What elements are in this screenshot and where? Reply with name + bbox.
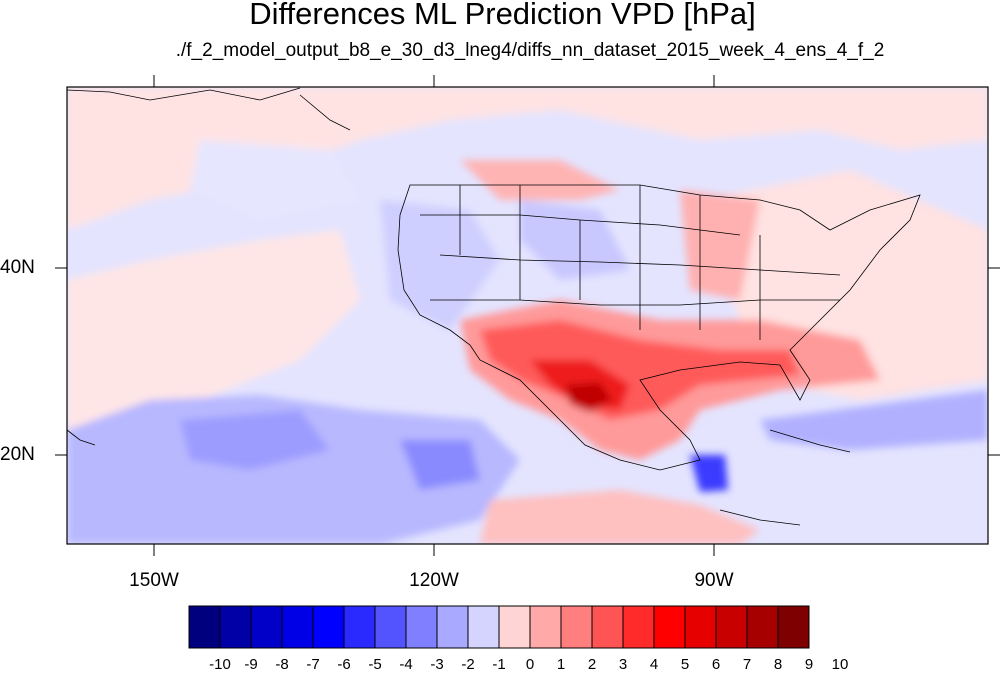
colorbar-tick-label: -7 [306, 656, 320, 673]
colorbar-tick-label: 2 [587, 656, 597, 673]
colorbar-tick-label: -2 [461, 656, 475, 673]
map-ticks [55, 75, 1000, 556]
colorbar-cell [715, 605, 748, 649]
colorbar-cell [467, 605, 500, 649]
colorbar-cell [219, 605, 252, 649]
colorbar-cell [653, 605, 686, 649]
colorbar-tick-label: 10 [831, 656, 849, 673]
colorbar-tick-label: 7 [742, 656, 752, 673]
colorbar-tick-label: -5 [368, 656, 382, 673]
map-frame [66, 86, 989, 545]
colorbar-tick-label: 8 [773, 656, 783, 673]
colorbar-tick-label: 0 [525, 656, 535, 673]
colorbar-tick-label: 1 [556, 656, 566, 673]
lat-label-20n: 20N [0, 444, 35, 465]
colorbar [188, 605, 810, 649]
colorbar-cell [498, 605, 531, 649]
colorbar-tick-label: 9 [804, 656, 814, 673]
colorbar-tick-label: -9 [244, 656, 258, 673]
colorbar-cell [374, 605, 407, 649]
colorbar-cell [746, 605, 779, 649]
map-outlines [66, 87, 921, 526]
chart-title: Differences ML Prediction VPD [hPa] [249, 0, 756, 31]
colorbar-cell [436, 605, 469, 649]
colorbar-tick-label: -10 [209, 656, 231, 673]
vpd-difference-map [55, 75, 1000, 556]
colorbar-cell [405, 605, 438, 649]
colorbar-tick-label: -3 [430, 656, 444, 673]
colorbar-cell [281, 605, 314, 649]
lat-label-40n: 40N [0, 257, 35, 278]
colorbar-tick-label: 6 [711, 656, 721, 673]
colorbar-cell [591, 605, 624, 649]
colorbar-cell [622, 605, 655, 649]
difference-field [67, 87, 988, 544]
colorbar-cell [188, 605, 221, 649]
colorbar-cell [560, 605, 593, 649]
lon-label-120w: 120W [409, 570, 459, 591]
colorbar-cell [684, 605, 717, 649]
chart-subtitle: ./f_2_model_output_b8_e_30_d3_lneg4/diff… [175, 40, 885, 61]
colorbar-tick-label: 5 [680, 656, 690, 673]
colorbar-tick-label: 3 [618, 656, 628, 673]
lon-label-90w: 90W [694, 570, 734, 591]
colorbar-tick-label: -6 [337, 656, 351, 673]
colorbar-tick-label: 4 [649, 656, 659, 673]
colorbar-cell [312, 605, 345, 649]
lon-label-150w: 150W [129, 570, 179, 591]
colorbar-cell [343, 605, 376, 649]
colorbar-cell [529, 605, 562, 649]
colorbar-cell [250, 605, 283, 649]
colorbar-tick-label: -8 [275, 656, 289, 673]
colorbar-tick-label: -1 [492, 656, 506, 673]
colorbar-cell [777, 605, 810, 649]
colorbar-tick-label: -4 [399, 656, 413, 673]
